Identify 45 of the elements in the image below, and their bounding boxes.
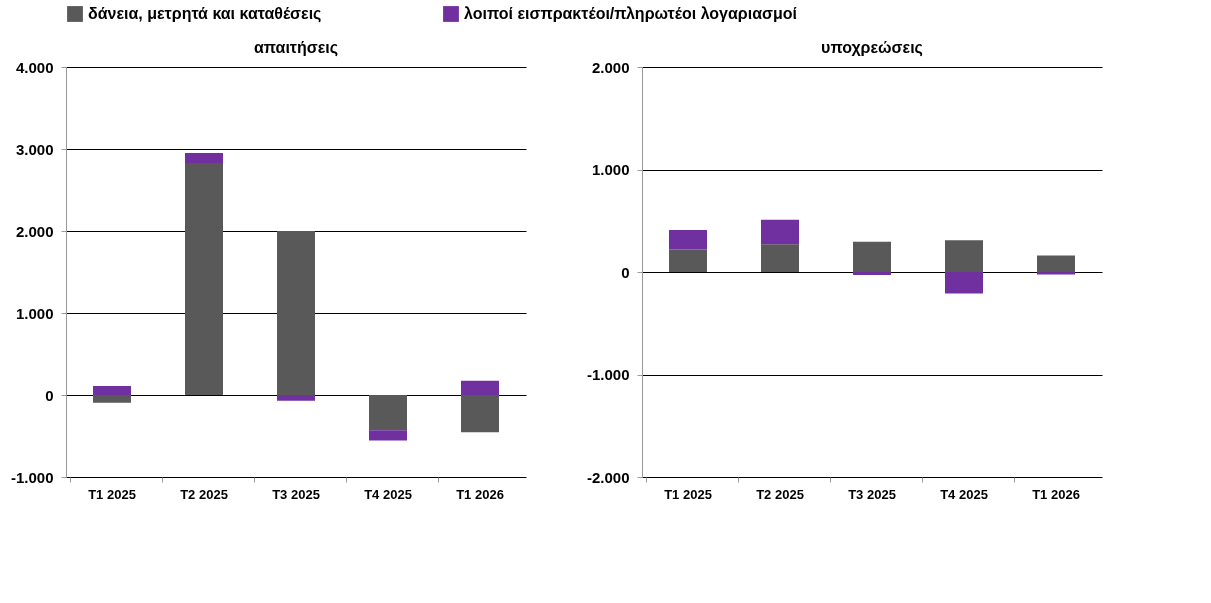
- bar: [277, 231, 315, 395]
- y-tick-label: 1.000: [15, 304, 54, 322]
- x-tick-label: T1 2026: [456, 486, 504, 502]
- bar: [1037, 255, 1075, 272]
- x-tick-label: T1 2025: [664, 486, 712, 502]
- y-tick-label: 0: [621, 263, 630, 281]
- chart-title: απαιτήσεις: [253, 39, 339, 57]
- bar: [1037, 272, 1075, 275]
- bar: [853, 241, 891, 272]
- x-tick-label: T1 2026: [1032, 486, 1080, 502]
- x-tick-label: T3 2025: [848, 486, 896, 502]
- x-tick-label: T2 2025: [180, 486, 228, 502]
- bar: [461, 395, 499, 433]
- chart-title: υποχρεώσεις: [821, 39, 923, 57]
- legend-label: λοιποί εισπρακτέοι/πληρωτέοι λογαριασμοί: [464, 5, 797, 22]
- x-tick-label: T1 2025: [88, 486, 136, 502]
- bar: [277, 395, 315, 401]
- bar: [761, 219, 799, 245]
- y-tick-label: -1.000: [10, 468, 54, 486]
- x-tick-label: T4 2025: [940, 486, 988, 502]
- y-tick-label: 3.000: [15, 140, 54, 158]
- y-tick-label: 2.000: [591, 58, 630, 76]
- bar: [369, 395, 407, 431]
- bar: [93, 385, 131, 395]
- bar: [93, 395, 131, 403]
- bar: [185, 162, 223, 395]
- x-tick-label: T4 2025: [364, 486, 412, 502]
- y-tick-label: -2.000: [586, 468, 630, 486]
- y-tick-label: 4.000: [15, 58, 54, 76]
- y-tick-label: -1.000: [586, 366, 630, 383]
- y-tick-label: 1.000: [591, 161, 630, 178]
- legend-label: δάνεια, μετρητά και καταθέσεις: [88, 5, 322, 23]
- bar: [185, 153, 223, 163]
- bar: [945, 272, 983, 294]
- bar: [669, 249, 707, 272]
- bar: [853, 272, 891, 276]
- y-tick-label: 0: [45, 386, 54, 404]
- x-tick-label: T2 2025: [756, 486, 804, 502]
- bar: [761, 244, 799, 272]
- x-tick-label: T3 2025: [272, 486, 320, 502]
- bar: [461, 380, 499, 395]
- bar: [945, 240, 983, 272]
- bar: [669, 229, 707, 250]
- bar: [369, 430, 407, 441]
- y-tick-label: 2.000: [15, 222, 54, 240]
